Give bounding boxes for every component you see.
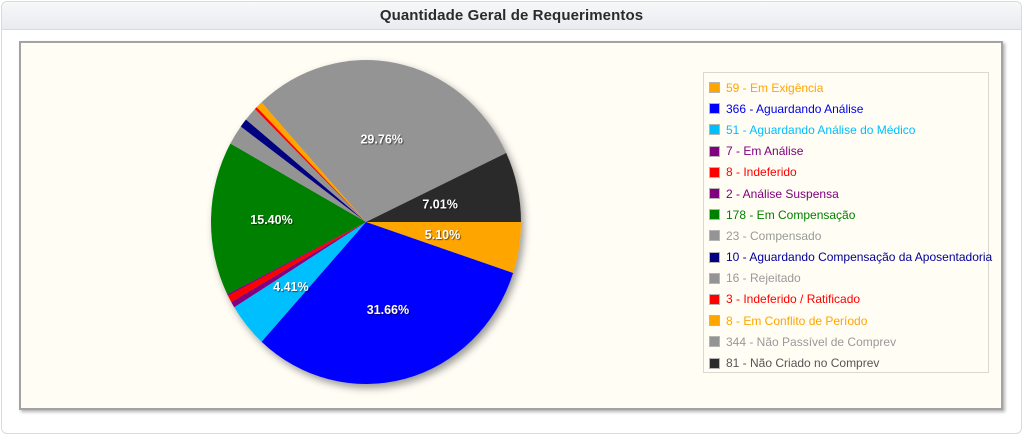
legend-swatch-icon: [709, 230, 720, 242]
legend-item-3[interactable]: 51 - Aguardando Análise do Médico: [709, 119, 988, 140]
pie-labels: 5.10% 31.66% 4.41% 15.40% 29.76% 7.01%: [250, 132, 460, 316]
legend-label: 344 - Não Passível de Comprev: [726, 334, 897, 349]
pie-chart: 5.10% 31.66% 4.41% 15.40% 29.76% 7.01%: [210, 60, 521, 384]
chart-legend: 59 - Em Exigência 366 - Aguardando Anális…: [703, 72, 992, 373]
legend-swatch-icon: [709, 336, 720, 348]
panel-header: Quantidade Geral de Requerimentos: [2, 2, 1021, 30]
legend-item-7[interactable]: 178 - Em Compensação: [709, 204, 988, 225]
pie-slice-8[interactable]: [230, 126, 366, 222]
legend-item-14[interactable]: 81 - Não Criado no Comprev: [709, 352, 988, 373]
pie-slice-percent-label: 15.40%: [250, 213, 292, 227]
legend-item-13[interactable]: 344 - Não Passível de Comprev: [709, 331, 988, 352]
legend-label: 7 - Em Análise: [726, 144, 804, 159]
pie-slice-13[interactable]: [261, 60, 507, 223]
legend-label: 178 - Em Compensação: [726, 207, 856, 222]
legend-label: 3 - Indeferido / Ratificado: [726, 292, 861, 307]
page-title: Quantidade Geral de Requerimentos: [379, 7, 644, 24]
legend-label: 16 - Rejeitado: [726, 271, 801, 286]
pie-slice-2[interactable]: [261, 222, 514, 384]
legend-swatch-icon: [709, 315, 720, 327]
legend-label: 81 - Não Criado no Comprev: [726, 356, 880, 371]
pie-slice-percent-label: 4.41%: [273, 280, 308, 294]
legend-swatch-icon: [709, 209, 720, 221]
legend-item-4[interactable]: 7 - Em Análise: [709, 141, 988, 162]
pie-slice-percent-label: 5.10%: [425, 228, 460, 242]
legend-swatch-icon: [709, 188, 720, 200]
pie-slice-12[interactable]: [256, 102, 366, 222]
pie-slice-9[interactable]: [240, 119, 366, 222]
legend-swatch-icon: [709, 166, 720, 178]
pie-slice-5[interactable]: [228, 222, 366, 302]
legend-label: 366 - Aguardando Análise: [726, 101, 864, 116]
legend-swatch-icon: [709, 82, 720, 94]
legend-item-12[interactable]: 8 - Em Conflito de Período: [709, 310, 988, 331]
pie-slice-11[interactable]: [254, 107, 366, 222]
legend-label: 23 - Compensado: [726, 228, 822, 243]
legend-swatch-icon: [709, 357, 720, 369]
legend-item-10[interactable]: 16 - Rejeitado: [709, 268, 988, 289]
pie-slice-7[interactable]: [210, 143, 366, 295]
pie-slice-1[interactable]: [366, 222, 521, 274]
legend-item-1[interactable]: 59 - Em Exigência: [709, 77, 988, 98]
legend-label: 59 - Em Exigência: [726, 80, 824, 95]
legend-item-11[interactable]: 3 - Indeferido / Ratificado: [709, 289, 988, 310]
pie-slice-percent-label: 29.76%: [360, 132, 402, 146]
legend-swatch-icon: [709, 293, 720, 305]
pie-slice-14[interactable]: [366, 152, 521, 222]
legend-label: 8 - Em Conflito de Período: [726, 313, 868, 328]
legend-item-9[interactable]: 10 - Aguardando Compensação da Aposentad…: [709, 247, 992, 268]
pie-slice-3[interactable]: [234, 222, 366, 342]
legend-label: 8 - Indeferido: [726, 165, 797, 180]
pie-slice-4[interactable]: [231, 222, 366, 308]
legend-label: 2 - Análise Suspensa: [726, 186, 839, 201]
legend-swatch-icon: [709, 272, 720, 284]
legend-item-8[interactable]: 23 - Compensado: [709, 225, 988, 246]
legend-swatch-icon: [709, 124, 720, 136]
legend-item-2[interactable]: 366 - Aguardando Análise: [709, 98, 988, 119]
pie-slice-6[interactable]: [227, 222, 366, 296]
legend-swatch-icon: [709, 145, 720, 157]
pie-slice-percent-label: 7.01%: [422, 198, 457, 212]
legend-item-6[interactable]: 2 - Análise Suspensa: [709, 183, 988, 204]
chart-panel: 5.10% 31.66% 4.41% 15.40% 29.76% 7.01% 59 - E…: [19, 41, 1003, 410]
legend-swatch-icon: [709, 251, 720, 263]
pie-slices: [210, 60, 521, 384]
pie-slice-10[interactable]: [245, 109, 366, 222]
legend-label: 51 - Aguardando Análise do Médico: [726, 122, 916, 137]
legend-label: 10 - Aguardando Compensação da Aposentad…: [726, 250, 993, 265]
legend-swatch-icon: [709, 103, 720, 115]
pie-slice-percent-label: 31.66%: [367, 303, 409, 317]
legend-item-5[interactable]: 8 - Indeferido: [709, 162, 988, 183]
